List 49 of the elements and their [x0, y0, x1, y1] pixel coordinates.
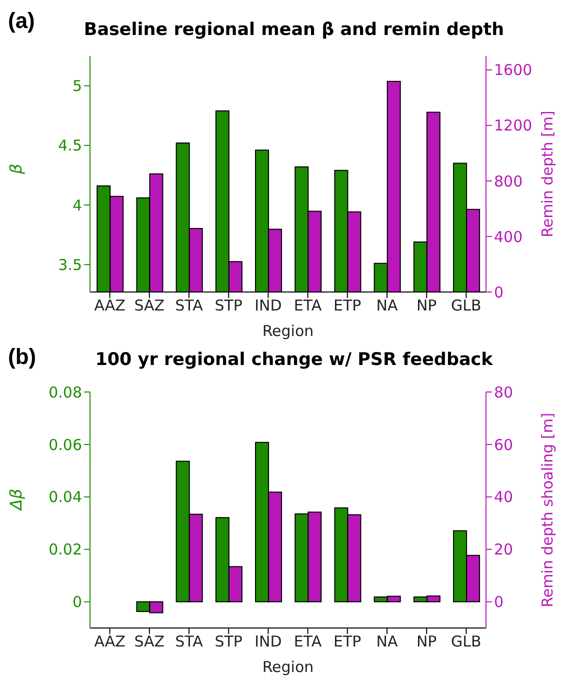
x-tick-label: NA — [376, 632, 398, 651]
x-tick-label: SAZ — [134, 632, 165, 651]
x-tick-label: ETP — [334, 632, 362, 651]
x-tick-label: IND — [254, 296, 282, 315]
x-tick-label: ETA — [294, 296, 322, 315]
text: (b) — [8, 344, 36, 370]
y2-tick-label: 40 — [494, 488, 514, 506]
y2-tick-label: 20 — [494, 540, 514, 559]
chart-title: 100 yr regional change w/ PSR feedback — [94, 350, 494, 370]
y-tick-label: 0.02 — [48, 540, 82, 559]
chart-title: Baseline regional mean β and remin depth — [82, 20, 506, 40]
y-tick-label: 0.04 — [48, 488, 82, 506]
x-tick-label: STP — [214, 632, 242, 651]
y-tick-label: 0.06 — [48, 436, 82, 454]
y2-tick-label: 0 — [494, 593, 504, 612]
y2-tick-label: 1600 — [494, 61, 532, 80]
x-tick-label: GLB — [451, 296, 482, 315]
x-tick-label: STA — [175, 296, 204, 315]
y-axis-title: Δβ — [6, 488, 26, 512]
x-tick-label: ETA — [294, 632, 322, 651]
x-tick-label: NA — [376, 296, 398, 315]
x-tick-label: IND — [254, 632, 282, 651]
x-tick-label: NP — [416, 632, 437, 651]
x-tick-label: NP — [416, 296, 437, 315]
x-tick-label: GLB — [451, 632, 482, 651]
y-tick-label: 3.5 — [58, 256, 82, 274]
x-tick-label: STA — [175, 632, 204, 651]
y2-axis-title: Remin depth [m] — [538, 110, 556, 238]
y-tick-label: 4.5 — [58, 136, 82, 155]
x-tick-label: STP — [214, 296, 242, 315]
x-axis-title: Region — [262, 322, 314, 340]
y-axis-title: β — [6, 164, 26, 175]
x-tick-label: AAZ — [94, 632, 126, 651]
y2-tick-label: 400 — [494, 228, 523, 246]
y2-tick-label: 80 — [494, 383, 514, 402]
y-tick-label: 5 — [72, 77, 82, 96]
y2-axis-title: Remin depth shoaling [m] — [538, 412, 556, 608]
y2-tick-label: 1200 — [494, 116, 532, 135]
x-axis-title: Region — [262, 658, 314, 676]
y2-tick-label: 0 — [494, 283, 504, 302]
x-tick-label: ETP — [334, 296, 362, 315]
y2-tick-label: 60 — [494, 436, 514, 454]
text: (a) — [8, 8, 35, 34]
x-tick-label: SAZ — [134, 296, 165, 315]
x-tick-label: AAZ — [94, 296, 126, 315]
y-tick-label: 0 — [72, 593, 82, 612]
y2-tick-label: 800 — [494, 172, 523, 190]
y-tick-label: 4 — [72, 196, 82, 214]
y-tick-label: 0.08 — [48, 383, 82, 402]
